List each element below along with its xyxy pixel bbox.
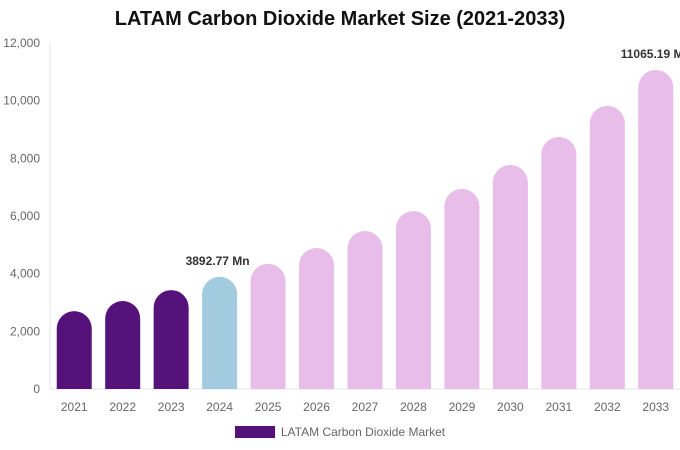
x-tick-label: 2027 — [352, 400, 379, 414]
bar-2033 — [638, 69, 674, 390]
data-label-2033: 11065.19 Mn — [621, 47, 680, 61]
y-tick-label: 12,000 — [3, 36, 40, 50]
x-tick-label: 2029 — [449, 400, 476, 414]
x-tick-label: 2026 — [303, 400, 330, 414]
y-tick-label: 6,000 — [10, 209, 40, 223]
x-tick-label: 2033 — [642, 400, 669, 414]
bar-2026 — [299, 248, 335, 389]
x-tick-label: 2024 — [206, 400, 233, 414]
legend-label: LATAM Carbon Dioxide Market — [280, 425, 446, 439]
x-tick-label: 2030 — [497, 400, 524, 414]
bar-2025 — [250, 263, 286, 389]
x-tick-label: 2032 — [594, 400, 621, 414]
bar-2027 — [347, 230, 383, 389]
y-tick-label: 8,000 — [10, 151, 40, 165]
bar-2030 — [492, 164, 528, 389]
bar-2024 — [202, 276, 238, 389]
chart-title: LATAM Carbon Dioxide Market Size (2021-2… — [114, 8, 566, 30]
bar-2032 — [589, 105, 625, 390]
y-tick-label: 0 — [33, 382, 40, 396]
data-label-2024: 3892.77 Mn — [186, 254, 250, 268]
x-tick-label: 2028 — [400, 400, 427, 414]
bar-2021 — [56, 311, 92, 389]
y-tick-label: 2,000 — [10, 324, 40, 338]
x-tick-label: 2022 — [109, 400, 136, 414]
bar-2028 — [395, 211, 431, 389]
legend: LATAM Carbon Dioxide Market — [0, 425, 680, 439]
y-tick-label: 4,000 — [10, 267, 40, 281]
x-tick-label: 2023 — [158, 400, 185, 414]
y-tick-label: 10,000 — [3, 94, 40, 108]
bar-2022 — [105, 301, 141, 389]
x-tick-label: 2031 — [545, 400, 572, 414]
legend-swatch — [234, 426, 275, 438]
x-tick-label: 2025 — [255, 400, 282, 414]
bar-2031 — [541, 137, 577, 389]
bar-2029 — [444, 188, 480, 389]
bar-2023 — [153, 290, 189, 389]
x-tick-label: 2021 — [61, 400, 88, 414]
